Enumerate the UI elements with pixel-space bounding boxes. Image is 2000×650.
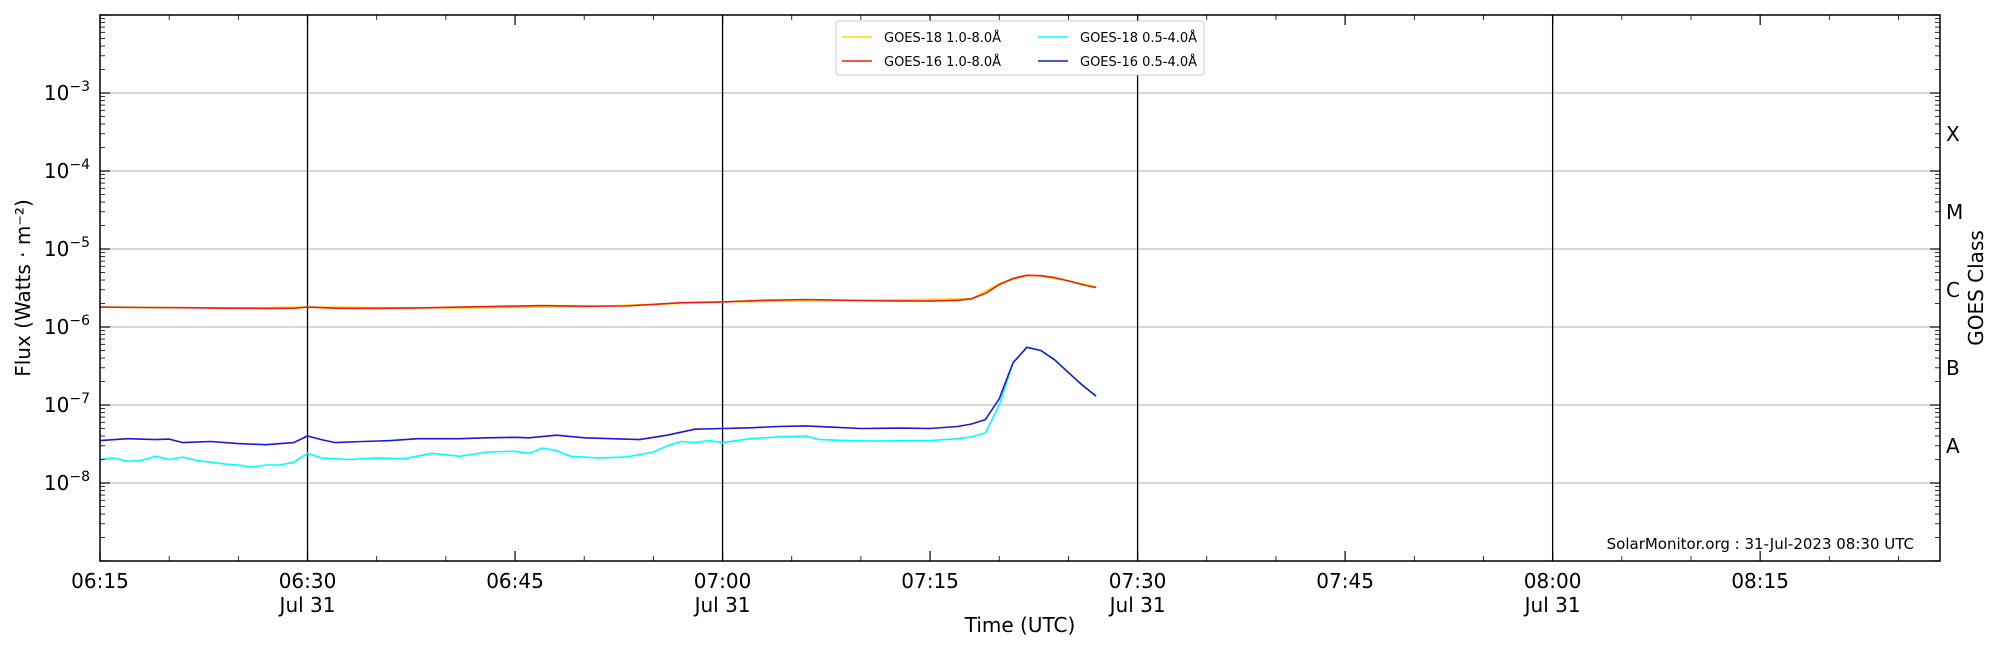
goes-class-axis-title: GOES Class (1964, 230, 1988, 346)
series-lines (99, 274, 1097, 468)
y-tick-labels: 10−8 10−7 10−6 10−5 10−4 10−3 (44, 79, 90, 495)
x-tick-label: 07:45 (1316, 569, 1374, 593)
x-tick-date-label: Jul 31 (1523, 593, 1581, 617)
day-marker-lines (306, 15, 1554, 561)
y-tick-label: 10−8 (44, 469, 90, 495)
x-tick-date-label: Jul 31 (693, 593, 751, 617)
x-tick-date-label: Jul 31 (1108, 593, 1166, 617)
axis-ticks (99, 14, 1940, 562)
series-line (99, 274, 1097, 310)
legend-box (835, 20, 1205, 76)
series-line (99, 346, 1097, 468)
goes-class-label: X (1946, 122, 1960, 146)
legend-entry-label: GOES-18 0.5-4.0Å (1080, 30, 1197, 46)
legend-entry-label: GOES-18 1.0-8.0Å (884, 30, 1001, 46)
series-line (99, 274, 1097, 309)
x-tick-label: 08:15 (1731, 569, 1789, 593)
legend-entry-label: GOES-16 1.0-8.0Å (884, 54, 1001, 70)
goes-class-label: C (1946, 278, 1960, 302)
y-tick-label: 10−7 (44, 391, 90, 417)
y-tick-label: 10−4 (44, 157, 90, 183)
plot-frame (99, 14, 1941, 562)
legend: GOES-18 1.0-8.0Å GOES-16 1.0-8.0Å GOES-18 … (835, 20, 1205, 76)
y-tick-label: 10−3 (44, 79, 90, 105)
x-tick-label: 06:30 (279, 569, 337, 593)
goes-class-label: A (1946, 434, 1960, 458)
y-tick-label: 10−6 (44, 313, 90, 339)
x-tick-label: 07:00 (694, 569, 752, 593)
x-tick-label: 08:00 (1524, 569, 1582, 593)
goes-class-labels: A B C M X (1946, 122, 1963, 458)
x-tick-date-label: Jul 31 (278, 593, 336, 617)
legend-entry-label: GOES-16 0.5-4.0Å (1080, 54, 1197, 70)
grid-lines (100, 92, 1940, 484)
series-line (99, 346, 1097, 446)
goes-class-label: M (1946, 200, 1963, 224)
y-tick-label: 10−5 (44, 235, 90, 261)
x-tick-label: 07:15 (901, 569, 959, 593)
x-tick-label: 06:15 (71, 569, 129, 593)
y-axis-title: Flux (Watts · m⁻²) (11, 199, 35, 377)
goes-class-label: B (1946, 356, 1960, 380)
x-tick-label: 06:45 (486, 569, 544, 593)
x-axis-title: Time (UTC) (964, 613, 1076, 637)
source-annotation: SolarMonitor.org : 31-Jul-2023 08:30 UTC (1607, 535, 1914, 553)
x-tick-label: 07:30 (1109, 569, 1167, 593)
